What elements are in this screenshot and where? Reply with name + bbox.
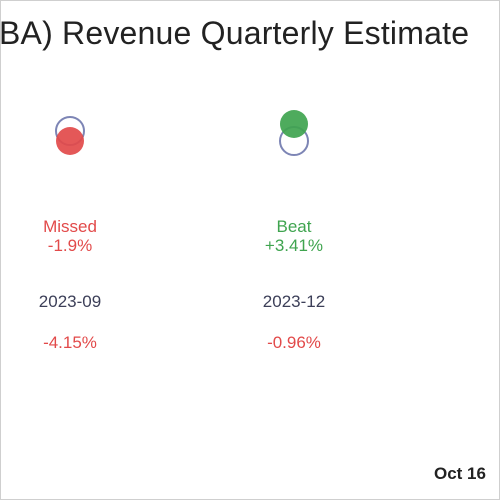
period-label-3: 20: [481, 292, 499, 312]
yoy-label-2: -0.96%: [267, 333, 321, 352]
surprise-label-3: +: [481, 217, 499, 236]
surprise-label-2: +3.41%: [264, 236, 324, 255]
status-label-3: +: [481, 217, 499, 236]
actual-marker-1: [56, 127, 84, 155]
chart-title: BA) Revenue Quarterly Estimate: [0, 15, 470, 51]
period-label-1: 2023-09: [38, 292, 102, 311]
yoy-label-1: -4.15%: [43, 333, 97, 352]
status-label-2: Beat +3.41%: [214, 217, 374, 255]
yoy-label-3: +0: [481, 333, 499, 353]
actual-marker-2: [280, 110, 308, 138]
surprise-label-1: -1.9%: [47, 236, 93, 255]
status-label-1: Missed -1.9%: [1, 217, 150, 255]
date-label: Oct 16: [434, 464, 486, 483]
period-label-2: 2023-12: [262, 292, 326, 311]
